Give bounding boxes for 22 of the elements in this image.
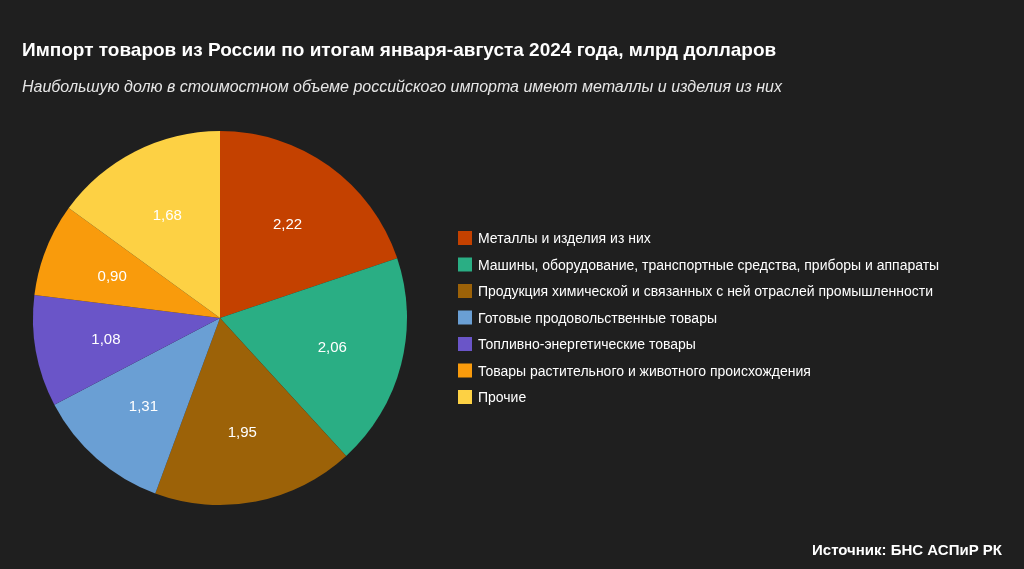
text: Источник: БНС АСПиР РК xyxy=(812,541,1003,558)
data-label: 0,90 xyxy=(97,266,127,284)
chart-title: Импорт товаров из России по итогам января-августа 2024 года, млрд долларов xyxy=(22,39,777,60)
data-label: 1,95 xyxy=(227,423,257,441)
pie-slice xyxy=(220,258,407,457)
legend-label: Готовые продовольственные товары xyxy=(478,309,717,326)
pie-slice xyxy=(54,318,220,494)
legend-label: Продукция химической и связанных с ней отраслей промышленности xyxy=(478,283,933,299)
pie-slice xyxy=(220,131,398,318)
data-label: 1,68 xyxy=(152,206,182,224)
legend-label: Товары растительного и животного происхождения xyxy=(478,362,811,379)
legend-label: Топливно-энергетические товары xyxy=(478,336,696,352)
data-label: 1,08 xyxy=(91,330,121,348)
data-label: 2,22 xyxy=(273,215,303,233)
legend-label: Машины, оборудование, транспортные средства, приборы и аппараты xyxy=(478,256,940,273)
pie-slice xyxy=(34,208,220,318)
chart-subtitle: Наибольшую долю в стоимостном объеме российского импорта имеют металлы и изделия из них xyxy=(22,78,783,95)
legend-label: Прочие xyxy=(478,389,527,405)
data-label: 1,31 xyxy=(128,396,159,414)
legend-label: Металлы и изделия из них xyxy=(478,230,651,246)
data-label: 2,06 xyxy=(317,338,347,356)
pie-slice xyxy=(68,131,220,318)
